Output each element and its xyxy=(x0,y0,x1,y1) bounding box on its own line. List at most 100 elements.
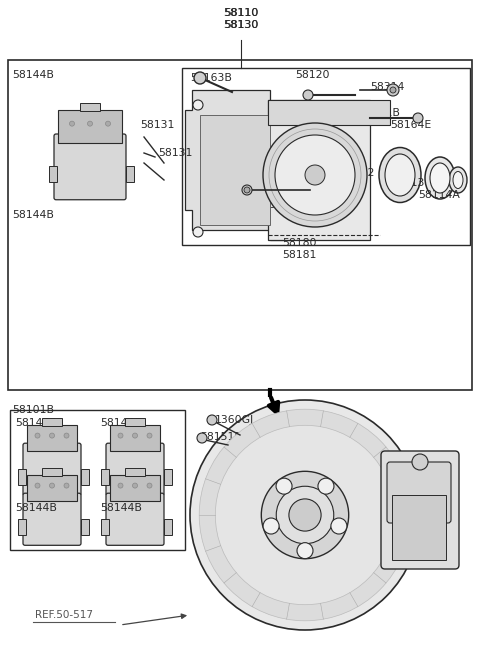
Bar xyxy=(42,468,62,476)
Bar xyxy=(126,166,134,182)
Circle shape xyxy=(305,165,325,185)
Bar xyxy=(27,475,77,501)
Ellipse shape xyxy=(425,157,455,199)
Bar xyxy=(18,519,26,535)
Circle shape xyxy=(199,409,411,621)
FancyBboxPatch shape xyxy=(23,493,81,546)
Circle shape xyxy=(35,483,40,488)
Circle shape xyxy=(276,486,334,544)
Circle shape xyxy=(118,483,123,488)
Bar xyxy=(125,418,145,426)
Bar xyxy=(392,495,446,560)
Circle shape xyxy=(276,478,292,494)
Text: 58114A: 58114A xyxy=(418,190,460,200)
Polygon shape xyxy=(185,90,290,240)
Text: 58120: 58120 xyxy=(295,70,329,80)
Bar xyxy=(101,469,109,485)
Circle shape xyxy=(297,543,313,559)
Polygon shape xyxy=(268,100,370,240)
Bar xyxy=(110,475,160,501)
Text: 58164E: 58164E xyxy=(390,120,431,130)
Text: 58110
58130: 58110 58130 xyxy=(223,8,259,31)
Bar xyxy=(182,68,470,245)
Ellipse shape xyxy=(385,154,415,196)
Ellipse shape xyxy=(449,167,467,193)
Circle shape xyxy=(289,499,321,531)
Circle shape xyxy=(242,185,252,195)
Text: 58131: 58131 xyxy=(158,148,192,158)
Text: 58181: 58181 xyxy=(282,250,316,260)
Circle shape xyxy=(49,483,55,488)
Circle shape xyxy=(413,113,423,123)
Text: 58144B: 58144B xyxy=(100,418,142,428)
Text: 58113: 58113 xyxy=(390,178,424,188)
Circle shape xyxy=(106,121,110,126)
Circle shape xyxy=(147,483,152,488)
FancyBboxPatch shape xyxy=(106,493,164,546)
Ellipse shape xyxy=(379,147,421,203)
Circle shape xyxy=(49,433,55,438)
Circle shape xyxy=(70,121,74,126)
Text: 58163B: 58163B xyxy=(190,73,232,83)
Text: 58161B: 58161B xyxy=(358,108,400,118)
Circle shape xyxy=(193,100,203,110)
Circle shape xyxy=(263,123,367,227)
Circle shape xyxy=(216,426,395,605)
Text: 58112: 58112 xyxy=(340,168,374,178)
FancyBboxPatch shape xyxy=(23,443,81,496)
Text: 58101B: 58101B xyxy=(12,405,54,415)
Bar xyxy=(81,469,89,485)
Circle shape xyxy=(194,72,206,84)
Circle shape xyxy=(190,400,420,630)
Circle shape xyxy=(64,483,69,488)
Circle shape xyxy=(387,84,399,96)
Circle shape xyxy=(303,90,313,100)
Ellipse shape xyxy=(453,171,463,189)
Text: 58180: 58180 xyxy=(282,238,316,248)
Circle shape xyxy=(193,227,203,237)
Text: 58144B: 58144B xyxy=(12,70,54,80)
Bar xyxy=(8,60,472,390)
Bar xyxy=(42,418,62,426)
Text: 58144B: 58144B xyxy=(100,503,142,513)
Text: 58162B: 58162B xyxy=(268,200,310,210)
Bar xyxy=(268,100,390,125)
Bar xyxy=(58,109,122,143)
Text: 58164E: 58164E xyxy=(255,170,296,180)
FancyBboxPatch shape xyxy=(387,462,451,523)
Circle shape xyxy=(331,518,347,534)
Circle shape xyxy=(275,135,355,215)
Text: 58314: 58314 xyxy=(370,82,404,92)
Bar xyxy=(49,166,57,182)
Circle shape xyxy=(118,433,123,438)
Circle shape xyxy=(35,433,40,438)
Circle shape xyxy=(87,121,93,126)
Circle shape xyxy=(390,87,396,93)
FancyBboxPatch shape xyxy=(54,134,126,199)
Circle shape xyxy=(147,433,152,438)
Bar xyxy=(27,425,77,451)
Bar xyxy=(18,469,26,485)
Circle shape xyxy=(197,433,207,443)
Circle shape xyxy=(261,472,348,559)
Circle shape xyxy=(132,433,137,438)
Circle shape xyxy=(132,483,137,488)
Text: 58151B: 58151B xyxy=(200,432,242,442)
Text: 58110
58130: 58110 58130 xyxy=(224,8,258,31)
Text: 58144B: 58144B xyxy=(15,418,57,428)
FancyBboxPatch shape xyxy=(381,451,459,569)
Text: 58144B: 58144B xyxy=(12,210,54,220)
Bar xyxy=(110,425,160,451)
Ellipse shape xyxy=(430,163,450,193)
Text: 58131: 58131 xyxy=(140,120,174,130)
Bar xyxy=(200,115,270,225)
Circle shape xyxy=(207,415,217,425)
Circle shape xyxy=(64,433,69,438)
Circle shape xyxy=(412,454,428,470)
Text: 1360GJ: 1360GJ xyxy=(215,415,254,425)
Bar xyxy=(81,519,89,535)
FancyBboxPatch shape xyxy=(106,443,164,496)
Bar xyxy=(101,519,109,535)
Bar xyxy=(125,468,145,476)
Text: 58144B: 58144B xyxy=(15,503,57,513)
